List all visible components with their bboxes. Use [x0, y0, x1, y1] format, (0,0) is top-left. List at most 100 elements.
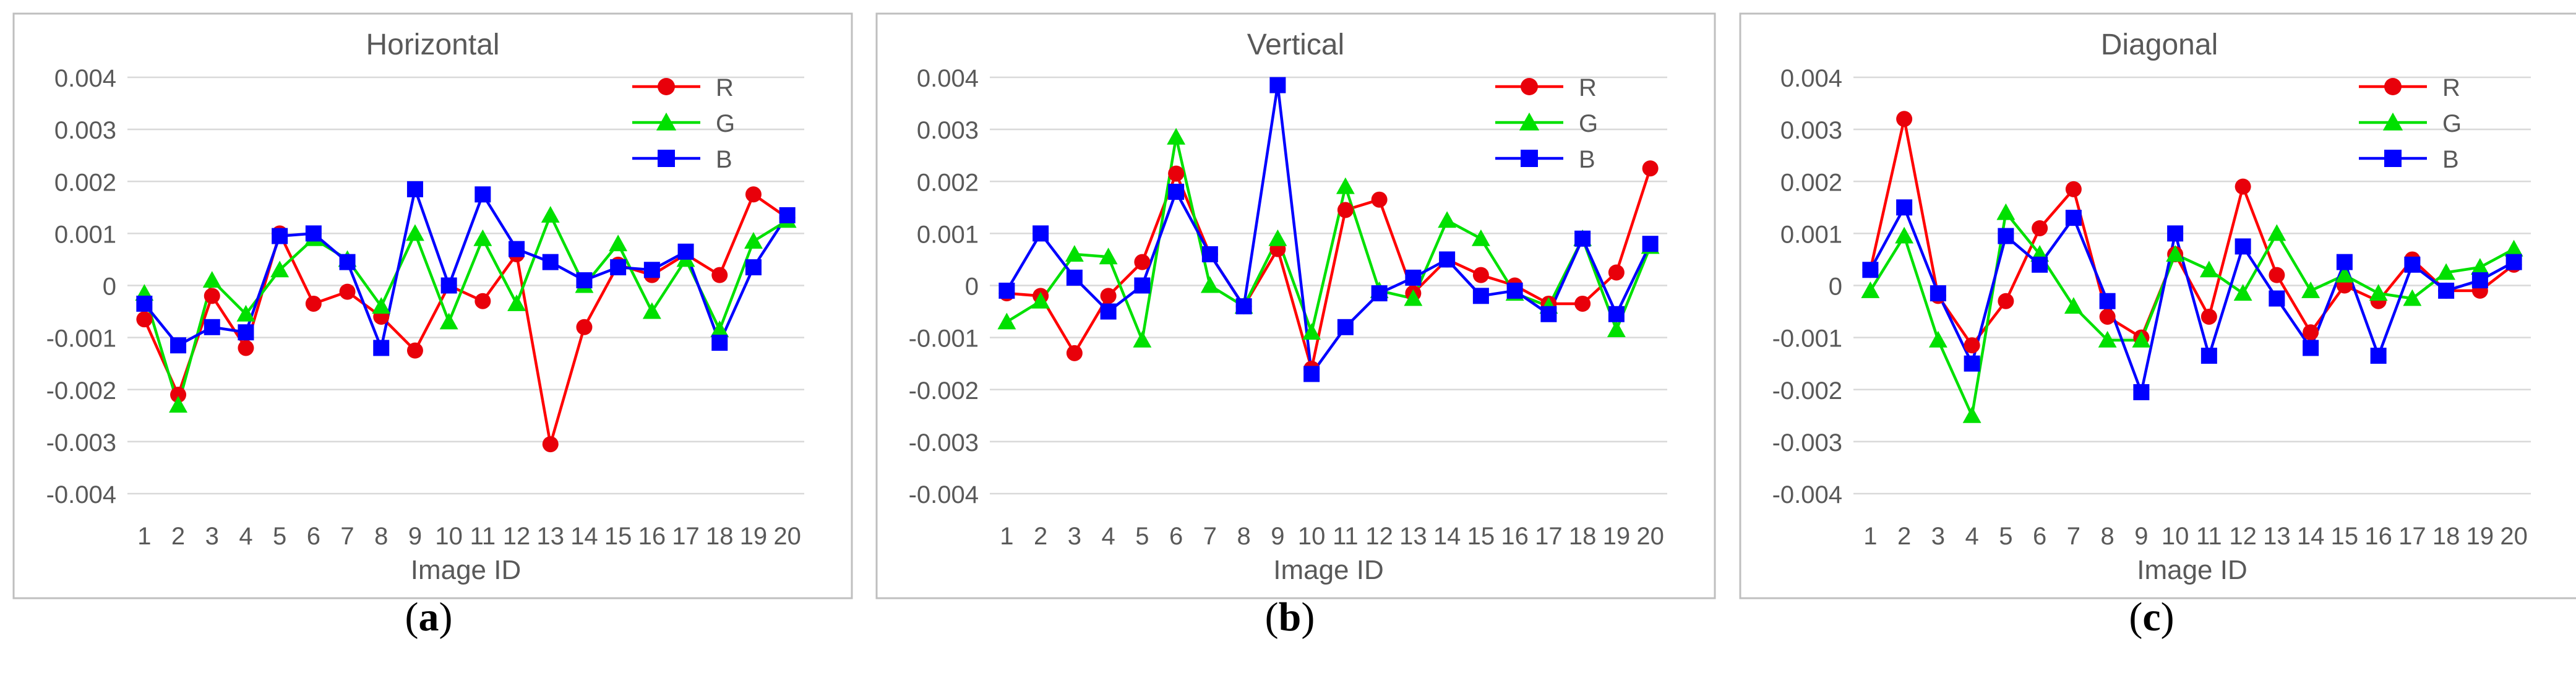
chart-panel-diagonal: Diagonal 0.004 0.003 0.002 0.001 0 -0.001 -0.00…: [1739, 12, 2576, 599]
chart-panel-vertical: Vertical 0.004 0.003 0.002 0.001 0 -0.001 -0.00…: [875, 12, 1716, 599]
x-tick-label: 15: [604, 523, 632, 550]
x-tick-label: 13: [1399, 523, 1427, 550]
x-tick-label: 16: [1501, 523, 1529, 550]
data-point-b: [2505, 254, 2522, 270]
data-point-g: [710, 320, 729, 337]
data-point-b: [779, 207, 796, 223]
data-point-r: [1337, 202, 1354, 218]
data-point-b: [373, 340, 390, 356]
x-tick-label: 2: [1897, 523, 1911, 550]
data-point-b: [1439, 251, 1456, 268]
chart-panel-horizontal: Horizontal 0.004 0.003 0.002 0.001 0 -0.001 -0.…: [12, 12, 853, 599]
data-point-b: [2303, 340, 2319, 356]
chart-frame: [12, 12, 853, 599]
data-point-g: [169, 396, 187, 413]
data-point-b: [136, 295, 153, 312]
data-point-g: [1928, 330, 1947, 348]
data-point-r: [1608, 264, 1625, 281]
x-tick-label: 17: [2398, 523, 2426, 550]
y-tick-label: 0.002: [1780, 169, 1842, 196]
y-tick-label: 0.004: [1780, 65, 1842, 92]
x-tick-label: 16: [2364, 523, 2392, 550]
y-tick-label: 0.002: [917, 169, 979, 196]
data-point-b: [1574, 230, 1591, 247]
data-point-g: [2064, 297, 2083, 314]
data-point-b: [1100, 303, 1117, 320]
data-point-b: [2133, 384, 2150, 400]
data-point-r: [1066, 345, 1083, 361]
data-point-g: [1200, 276, 1219, 293]
data-point-b: [1930, 285, 1946, 302]
data-point-g: [1438, 211, 1457, 228]
data-point-b: [1472, 288, 1489, 304]
data-point-b: [2032, 256, 2048, 273]
x-tick-label: 5: [1999, 523, 2012, 550]
data-point-g: [2403, 289, 2422, 306]
data-point-r: [2200, 308, 2217, 325]
x-tick-label: 15: [2331, 523, 2359, 550]
x-axis-label: Image ID: [411, 555, 522, 585]
y-tick-label: -0.001: [46, 325, 116, 353]
x-tick-label: 2: [1034, 523, 1047, 550]
data-point-g: [2132, 330, 2151, 348]
x-tick-label: 8: [2101, 523, 2114, 550]
x-tick-label: 8: [1237, 523, 1251, 550]
y-tick-label: 0.004: [54, 65, 116, 92]
data-point-g: [1268, 229, 1287, 246]
data-point-r: [238, 340, 254, 356]
data-point-b: [2099, 293, 2116, 309]
x-tick-label: 4: [1102, 523, 1115, 550]
data-point-b: [2438, 282, 2455, 299]
data-point-b: [998, 282, 1015, 299]
legend-marker-r: [1521, 78, 1538, 95]
data-point-b: [643, 262, 660, 278]
x-tick-label: 20: [773, 523, 801, 550]
data-point-b: [2235, 238, 2251, 255]
y-tick-label: -0.001: [1772, 325, 1842, 353]
data-point-b: [711, 335, 728, 351]
legend-label-r: R: [716, 74, 734, 101]
y-tick-label: -0.003: [1772, 429, 1842, 457]
x-tick-label: 9: [408, 523, 422, 550]
data-point-g: [2470, 258, 2489, 275]
x-tick-label: 18: [2432, 523, 2460, 550]
data-point-b: [1371, 285, 1388, 302]
y-tick-label: -0.004: [909, 481, 979, 509]
data-point-g: [1065, 245, 1084, 262]
data-point-b: [406, 181, 423, 197]
y-tick-label: 0: [965, 273, 979, 301]
y-tick-label: 0.001: [917, 221, 979, 248]
x-tick-label: 1: [1000, 523, 1013, 550]
legend-label-b: B: [2442, 146, 2459, 173]
legend-marker-g: [2382, 112, 2403, 131]
data-point-b: [1862, 262, 1879, 278]
data-point-g: [2369, 284, 2388, 301]
x-tick-label: 5: [1135, 523, 1149, 550]
data-point-r: [542, 436, 559, 453]
data-point-b: [2167, 225, 2184, 242]
series-line-g: [143, 213, 788, 407]
data-point-b: [1066, 269, 1083, 286]
x-tick-label: 3: [205, 523, 219, 550]
legend-marker-b: [1521, 150, 1538, 167]
x-tick-label: 20: [2500, 523, 2528, 550]
data-point-r: [1100, 288, 1117, 304]
x-tick-label: 6: [2033, 523, 2046, 550]
legend-marker-r: [658, 78, 675, 95]
data-point-r: [2099, 308, 2116, 325]
legend-marker-r: [2384, 78, 2402, 95]
legend-label-g: G: [2442, 110, 2462, 137]
data-point-b: [272, 228, 288, 244]
chart-title: Horizontal: [366, 28, 499, 61]
x-tick-label: 13: [537, 523, 565, 550]
data-point-r: [711, 267, 728, 283]
legend-label-g: G: [716, 110, 735, 137]
data-point-b: [2200, 348, 2217, 364]
x-tick-label: 2: [171, 523, 185, 550]
data-point-g: [1404, 289, 1423, 306]
x-tick-label: 12: [503, 523, 531, 550]
data-point-r: [2032, 220, 2048, 236]
data-point-g: [439, 312, 458, 330]
data-point-b: [2336, 254, 2353, 270]
x-tick-label: 1: [137, 523, 151, 550]
